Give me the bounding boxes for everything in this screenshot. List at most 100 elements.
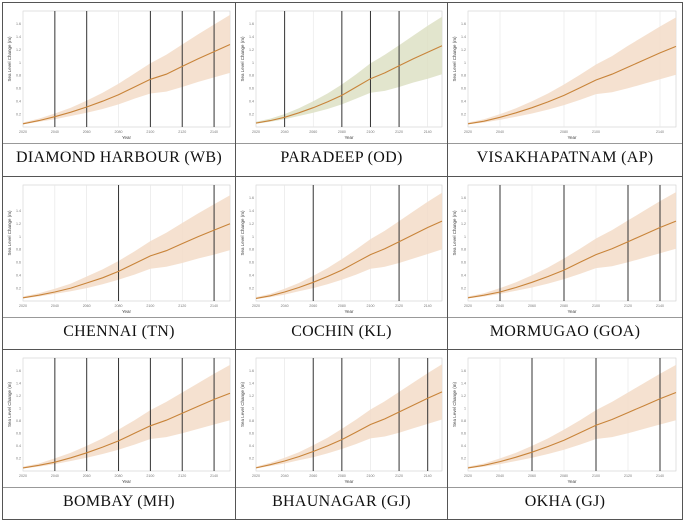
y-tick-label: 0.4 [461,273,466,277]
median-line [22,43,231,125]
x-tick-label: 2080 [115,304,123,308]
x-tick-label: 2080 [115,130,123,134]
x-tick-label: 2040 [51,130,59,134]
y-tick-label: 0.6 [16,261,21,265]
x-tick-label: 2060 [83,474,91,478]
chart-title: COCHIN (KL) [291,323,392,340]
y-tick-label: 0.2 [16,457,21,461]
y-tick-label: 0.8 [461,248,466,252]
y-tick-label: 0.8 [249,419,254,423]
x-tick-label: 2140 [210,130,218,134]
caption-divider [236,143,447,144]
y-tick-label: 0.8 [461,74,466,78]
x-tick-label: 2060 [83,130,91,134]
uncertainty-band [256,16,442,124]
y-tick-label: 0.6 [461,432,466,436]
y-axis-label: Sea Level Change (m) [240,36,245,82]
y-tick-label: 0.4 [16,99,21,103]
chart-title: MORMUGAO (GOA) [489,323,641,340]
x-tick-label: 2020 [19,130,27,134]
y-tick-label: 0.6 [249,432,254,436]
x-tick-label: 2040 [281,474,289,478]
x-tick-label: 2060 [83,304,91,308]
x-axis-label: Year [122,135,132,140]
y-tick-label: 1 [464,406,466,410]
uncertainty-band [468,364,676,469]
y-tick-label: 1 [19,235,21,239]
x-axis-label: Year [344,479,354,484]
chart-title: OKHA (GJ) [524,493,606,510]
y-axis-label: Sea Level Change (m) [240,210,245,256]
y-tick-label: 0.2 [249,112,254,116]
y-tick-label: 1.6 [249,369,254,373]
y-tick-label: 1.4 [249,209,254,213]
y-tick-label: 1 [252,406,254,410]
y-tick-label: 0.2 [249,286,254,290]
y-tick-label: 1.2 [16,48,21,52]
x-tick-label: 2060 [309,474,317,478]
y-tick-label: 0.4 [461,99,466,103]
x-tick-label: 2060 [309,304,317,308]
chart-panel: 0.2 0.4 0.6 0.8 1 1.2 1.4 1.6 2020 2040 2060 2080 21… [3,350,236,519]
x-tick-label: 2120 [624,304,632,308]
y-tick-label: 1.4 [16,35,21,39]
y-axis-label: Sea Level Change (m) [7,381,12,427]
x-tick-label: 2020 [252,304,260,308]
caption-divider [448,317,682,318]
x-tick-label: 2100 [366,130,374,134]
y-tick-label: 0.6 [16,432,21,436]
y-tick-label: 1.6 [249,22,254,26]
x-tick-label: 2020 [252,130,260,134]
y-tick-label: 0.6 [16,87,21,91]
chart-svg: 0.2 0.4 0.6 0.8 1 1.2 1.4 2020 2040 2060 2080 2100 2… [7,184,231,314]
x-tick-label: 2020 [19,304,27,308]
x-tick-label: 2020 [464,304,472,308]
y-tick-label: 1 [252,61,254,65]
y-axis-label: Sea Level Change (m) [7,210,12,256]
chart-panel: 0.2 0.4 0.6 0.8 1 1.2 1.4 1.6 2020 2040 2060 2080 21… [448,350,682,519]
caption-divider [3,143,235,144]
y-tick-label: 0.8 [249,248,254,252]
chart-panel: 0.2 0.4 0.6 0.8 1 1.2 1.4 1.6 2020 2040 2080 2100 21… [448,3,682,177]
y-tick-label: 0.4 [16,273,21,277]
y-axis-label: Sea Level Change (m) [452,36,457,82]
x-tick-label: 2100 [592,130,600,134]
chart-svg: 0.2 0.4 0.6 0.8 1 1.2 1.4 1.6 2020 2040 2060 2080 21… [7,10,231,140]
chart-panel: 0.2 0.4 0.6 0.8 1 1.2 1.4 1.6 2020 2040 2060 2080 21… [236,177,448,350]
x-axis-label: Year [567,309,577,314]
uncertainty-band [468,17,676,125]
x-tick-label: 2080 [115,474,123,478]
x-tick-label: 2040 [496,474,504,478]
uncertainty-band [23,364,230,469]
x-tick-label: 2080 [560,304,568,308]
y-tick-label: 1.4 [461,209,466,213]
x-tick-label: 2080 [560,130,568,134]
caption-divider [3,487,235,488]
y-tick-label: 1.4 [461,381,466,385]
x-tick-label: 2120 [395,130,403,134]
x-tick-label: 2060 [309,130,317,134]
caption-divider [236,317,447,318]
y-tick-label: 1.2 [461,48,466,52]
uncertainty-band [256,192,442,300]
x-axis-label: Year [344,309,354,314]
chart-title: PARADEEP (OD) [280,149,403,166]
x-tick-label: 2120 [178,130,186,134]
y-tick-label: 1 [19,61,21,65]
y-tick-label: 0.8 [249,74,254,78]
chart-panel: 0.2 0.4 0.6 0.8 1 1.2 1.4 1.6 2020 2040 2060 2080 21… [236,350,448,519]
x-axis-label: Year [122,479,132,484]
y-tick-label: 0.4 [461,444,466,448]
x-tick-label: 2140 [210,474,218,478]
y-axis-label: Sea Level Change (m) [452,381,457,427]
y-tick-label: 0.2 [461,112,466,116]
y-tick-label: 1.2 [461,394,466,398]
chart-panel: 0.2 0.4 0.6 0.8 1 1.2 1.4 2020 2040 2060 2080 2100 2… [3,177,236,350]
y-tick-label: 1.6 [16,22,21,26]
y-tick-label: 0.2 [461,457,466,461]
x-tick-label: 2060 [528,474,536,478]
y-tick-label: 0.8 [461,419,466,423]
y-tick-label: 0.8 [16,74,21,78]
median-line [22,223,231,299]
